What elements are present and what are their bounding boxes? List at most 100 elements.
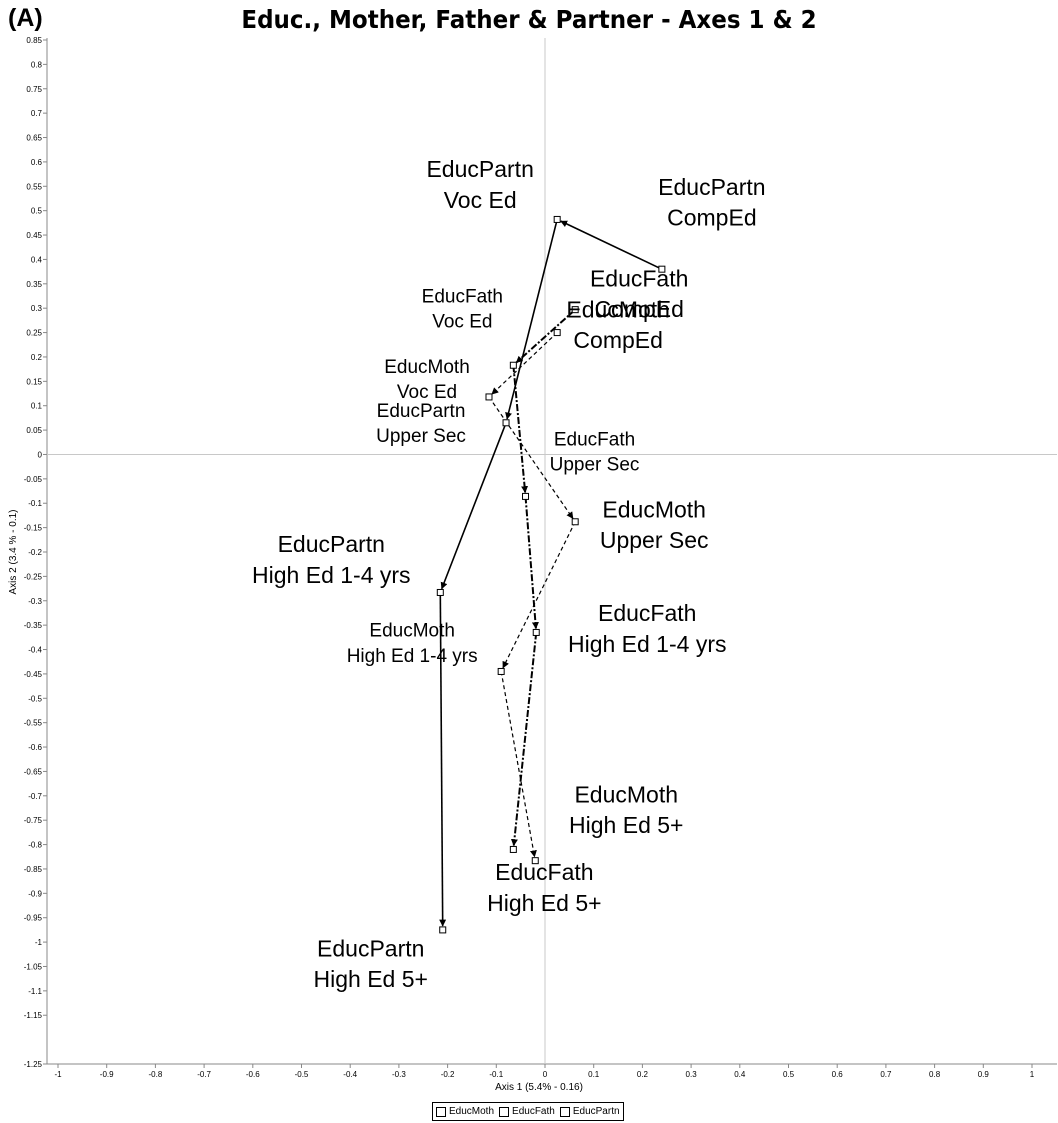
- point-label: EducPartn High Ed 1-4 yrs: [252, 531, 411, 588]
- x-tick-label: -0.7: [197, 1070, 211, 1079]
- series-segment-educpartn: [505, 219, 558, 420]
- y-tick-label: 0.25: [26, 329, 42, 338]
- series-segment-educpartn: [439, 592, 447, 927]
- y-tick-label: -0.3: [28, 597, 42, 606]
- data-point-educmoth: [571, 518, 579, 526]
- point-label: EducFath Upper Sec: [550, 429, 640, 475]
- x-tick-label: 0.4: [734, 1070, 746, 1079]
- legend-marker: [436, 1106, 446, 1117]
- y-tick-label: 0.3: [31, 304, 43, 313]
- y-tick-label: -0.2: [28, 548, 42, 557]
- x-tick-label: -0.5: [295, 1070, 309, 1079]
- x-axis-label: Axis 1 (5.4% - 0.16): [495, 1082, 583, 1093]
- x-tick-label: 0.8: [929, 1070, 941, 1079]
- series-segment-educpartn: [560, 220, 663, 270]
- y-tick-label: -0.7: [28, 792, 42, 801]
- legend-label: EducFath: [512, 1106, 555, 1117]
- y-tick-label: 0.1: [31, 402, 43, 411]
- y-tick-label: -0.25: [24, 572, 43, 581]
- y-tick-label: -0.65: [24, 767, 43, 776]
- x-tick-label: 0: [543, 1070, 548, 1079]
- y-tick-label: 0.15: [26, 377, 42, 386]
- series-segment-educmoth: [491, 332, 558, 395]
- series-segment-educfath: [515, 308, 576, 364]
- series-segment-educmoth: [502, 521, 576, 669]
- y-tick-label: -0.5: [28, 694, 42, 703]
- data-point-educfath: [509, 845, 517, 853]
- data-point-educpartn: [553, 215, 561, 223]
- x-tick-label: -0.1: [489, 1070, 503, 1079]
- y-tick-label: -0.75: [24, 816, 43, 825]
- data-point-educfath: [532, 628, 540, 636]
- data-point-educmoth: [485, 393, 493, 401]
- x-tick-label: 0.9: [978, 1070, 990, 1079]
- series-segment-educmoth: [488, 396, 574, 520]
- chart-title: Educ., Mother, Father & Partner - Axes 1…: [241, 5, 817, 34]
- x-tick-label: 0.6: [832, 1070, 844, 1079]
- y-tick-label: -1: [35, 938, 43, 947]
- point-label: EducPartn Upper Sec: [376, 401, 466, 447]
- point-label: EducPartn Voc Ed: [426, 156, 533, 213]
- series-segment-educfath: [510, 632, 538, 847]
- point-label: EducFath High Ed 5+: [487, 859, 601, 916]
- data-point-educfath: [522, 492, 530, 500]
- point-label: EducMoth CompEd: [566, 296, 670, 353]
- y-tick-label: -0.15: [24, 524, 43, 533]
- legend-marker: [499, 1106, 510, 1117]
- data-point-educfath: [509, 361, 517, 369]
- data-point-educpartn: [658, 265, 666, 273]
- data-point-educmoth: [553, 329, 561, 337]
- y-tick-label: 0.4: [31, 255, 43, 264]
- point-label: EducMoth High Ed 1-4 yrs: [347, 620, 478, 666]
- y-tick-label: 0.85: [26, 36, 42, 45]
- data-point-educfath: [571, 306, 579, 314]
- panel-label: (A): [8, 4, 43, 32]
- x-tick-label: -0.6: [246, 1070, 260, 1079]
- x-tick-label: 0.7: [880, 1070, 892, 1079]
- x-tick-label: 0.3: [686, 1070, 698, 1079]
- series-segment-educfath: [512, 365, 529, 494]
- x-tick-label: -0.8: [149, 1070, 163, 1079]
- legend-item-educfath: EducFath: [499, 1106, 555, 1117]
- point-label: EducFath Voc Ed: [422, 286, 503, 332]
- data-point-educmoth: [531, 857, 539, 865]
- y-tick-label: -0.55: [24, 719, 43, 728]
- x-tick-label: -0.2: [441, 1070, 455, 1079]
- y-axis-label: Axis 2 (3.4 % - 0.1): [8, 509, 19, 594]
- x-tick-label: -0.4: [343, 1070, 357, 1079]
- y-tick-label: -0.6: [28, 743, 42, 752]
- x-tick-label: -0.9: [100, 1070, 114, 1079]
- y-tick-label: -1.1: [28, 987, 42, 996]
- y-tick-label: -1.05: [24, 962, 43, 971]
- point-label: EducMoth Voc Ed: [384, 357, 470, 403]
- y-tick-label: -1.15: [24, 1011, 43, 1020]
- y-tick-label: -0.45: [24, 670, 43, 679]
- point-label: EducPartn CompEd: [658, 174, 765, 231]
- point-label: EducMoth Upper Sec: [600, 497, 709, 554]
- y-tick-label: 0.75: [26, 85, 42, 94]
- data-point-educpartn: [436, 588, 444, 596]
- series-segment-educpartn: [440, 422, 507, 590]
- x-tick-label: -0.3: [392, 1070, 406, 1079]
- x-tick-label: 0.5: [783, 1070, 795, 1079]
- y-tick-label: -0.4: [28, 646, 42, 655]
- y-tick-label: 0.45: [26, 231, 42, 240]
- legend: EducMoth EducFath EducPartn: [432, 1102, 624, 1121]
- y-tick-label: 0.35: [26, 280, 42, 289]
- point-label: EducFath CompEd: [590, 265, 688, 322]
- y-tick-label: 0.6: [31, 158, 43, 167]
- y-tick-label: 0.65: [26, 134, 42, 143]
- point-label: EducMoth High Ed 5+: [569, 781, 683, 838]
- series-segment-educmoth: [500, 671, 537, 858]
- legend-label: EducMoth: [449, 1106, 495, 1117]
- y-tick-label: -0.35: [24, 621, 43, 630]
- y-tick-label: 0.55: [26, 182, 42, 191]
- x-tick-label: -1: [54, 1070, 62, 1079]
- data-point-educpartn: [439, 926, 447, 934]
- legend-item-educpartn: EducPartn: [559, 1106, 620, 1117]
- y-tick-label: 0.2: [31, 353, 43, 362]
- y-tick-label: -0.95: [24, 914, 43, 923]
- y-tick-label: 0.5: [31, 207, 43, 216]
- y-tick-label: 0.7: [31, 109, 43, 118]
